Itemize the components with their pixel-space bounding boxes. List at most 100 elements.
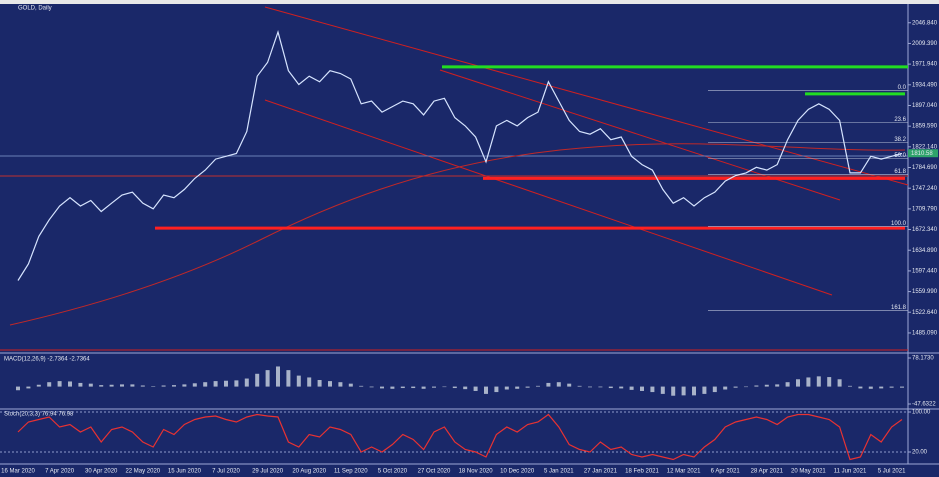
histogram-bar — [432, 386, 436, 388]
histogram-bar — [796, 379, 800, 387]
histogram-bar — [172, 385, 176, 387]
histogram-bar — [681, 386, 686, 396]
fibonacci-label: 0.0 — [898, 85, 907, 91]
histogram-bar — [213, 381, 218, 387]
y-tick-label: 78.1730 — [912, 356, 934, 362]
histogram-bar — [192, 383, 197, 387]
series-line — [17, 413, 903, 461]
histogram-bar — [421, 386, 426, 389]
x-tick-label: 16 Mar 2020 — [1, 469, 35, 475]
histogram-bar — [494, 386, 499, 393]
chart-header: GOLD, Daily — [18, 6, 52, 12]
x-tick-label: 6 Apr 2021 — [711, 469, 741, 475]
histogram-bar — [837, 379, 842, 387]
histogram-bar — [109, 384, 114, 387]
x-tick-label: 5 Jul 2021 — [878, 469, 906, 475]
histogram-bar — [858, 386, 863, 389]
histogram-bar — [879, 386, 884, 389]
fibonacci-label: 61.8 — [894, 169, 906, 175]
histogram-bar — [36, 384, 41, 387]
y-tick-label: 1522.640 — [912, 310, 938, 316]
histogram-bar — [47, 382, 52, 387]
histogram-bar — [473, 386, 478, 391]
histogram-bar — [296, 375, 301, 387]
x-tick-label: 10 Dec 2020 — [500, 469, 535, 475]
y-tick-label: 1934.490 — [912, 82, 938, 88]
last-price-label: 1810.58 — [911, 151, 933, 157]
trend-line — [264, 6, 909, 186]
histogram-bar — [619, 386, 624, 389]
x-tick-label: 20 Aug 2020 — [292, 469, 326, 475]
histogram-bar — [161, 385, 166, 387]
histogram-bar — [671, 386, 676, 396]
histogram-bar — [151, 386, 156, 387]
histogram-bar — [442, 386, 447, 388]
histogram-bar — [588, 386, 592, 388]
x-tick-label: 11 Jun 2021 — [834, 469, 867, 475]
histogram-bar — [712, 386, 717, 393]
histogram-bar — [536, 385, 540, 387]
histogram-bar — [369, 386, 374, 388]
histogram-bar — [744, 386, 748, 388]
y-tick-label: 1897.040 — [912, 103, 938, 109]
histogram-bar — [359, 385, 364, 387]
y-tick-label: 1559.990 — [912, 289, 938, 295]
histogram-bar — [265, 370, 270, 387]
histogram-bar — [380, 386, 384, 389]
histogram-bar — [723, 386, 728, 390]
y-tick-label: 1971.940 — [912, 62, 938, 68]
y-tick-label: 1634.890 — [912, 248, 938, 254]
y-tick-label: -47.6322 — [912, 402, 936, 408]
y-tick-label: 2009.390 — [912, 41, 938, 47]
fibonacci-label: 38.2 — [894, 137, 906, 143]
histogram-bar — [390, 386, 395, 389]
x-tick-label: 12 Mar 2021 — [667, 469, 701, 475]
histogram-bar — [785, 382, 790, 387]
histogram-bar — [182, 384, 187, 387]
histogram-bar — [660, 386, 665, 394]
moving-average — [9, 143, 906, 326]
histogram-bar — [78, 382, 83, 387]
x-tick-label: 7 Apr 2020 — [45, 469, 75, 475]
y-tick-label: 20.00 — [912, 450, 928, 456]
histogram-bar — [484, 386, 488, 394]
x-tick-label: 18 Feb 2021 — [625, 469, 659, 475]
histogram-bar — [99, 385, 104, 387]
y-tick-label: 1672.340 — [912, 227, 938, 233]
y-tick-label: 1822.140 — [912, 144, 938, 150]
histogram-bar — [608, 386, 613, 389]
histogram-bar — [806, 377, 811, 387]
x-tick-label: 7 Jul 2020 — [212, 469, 240, 475]
y-tick-label: 1747.240 — [912, 186, 938, 192]
histogram-bar — [411, 386, 416, 389]
histogram-bar — [307, 377, 312, 387]
fibonacci-label: 161.8 — [891, 305, 907, 311]
x-tick-label: 11 Sep 2020 — [334, 469, 368, 475]
histogram-bar — [754, 385, 759, 387]
fibonacci-label: 50.0 — [894, 153, 906, 159]
y-tick-label: 1597.440 — [912, 268, 938, 274]
histogram-bar — [546, 382, 551, 387]
x-tick-label: 22 May 2020 — [125, 469, 160, 475]
histogram-bar — [889, 386, 894, 388]
histogram-bar — [244, 378, 249, 387]
histogram-bar — [26, 386, 31, 389]
x-tick-label: 5 Oct 2020 — [378, 469, 408, 475]
histogram-bar — [338, 382, 343, 387]
x-tick-label: 30 Apr 2020 — [85, 469, 118, 475]
histogram-bar — [452, 386, 457, 389]
histogram-bar — [567, 383, 572, 387]
x-tick-label: 15 Jun 2020 — [168, 469, 202, 475]
histogram-bar — [733, 386, 738, 388]
histogram-bar — [130, 384, 135, 387]
histogram-bar — [120, 384, 124, 387]
histogram-bar — [577, 385, 582, 387]
histogram-bar — [848, 385, 852, 387]
histogram-bar — [140, 385, 145, 387]
histogram-bar — [276, 366, 280, 387]
trend-line — [264, 99, 833, 296]
histogram-bar — [598, 386, 603, 388]
histogram-bar — [827, 377, 832, 387]
